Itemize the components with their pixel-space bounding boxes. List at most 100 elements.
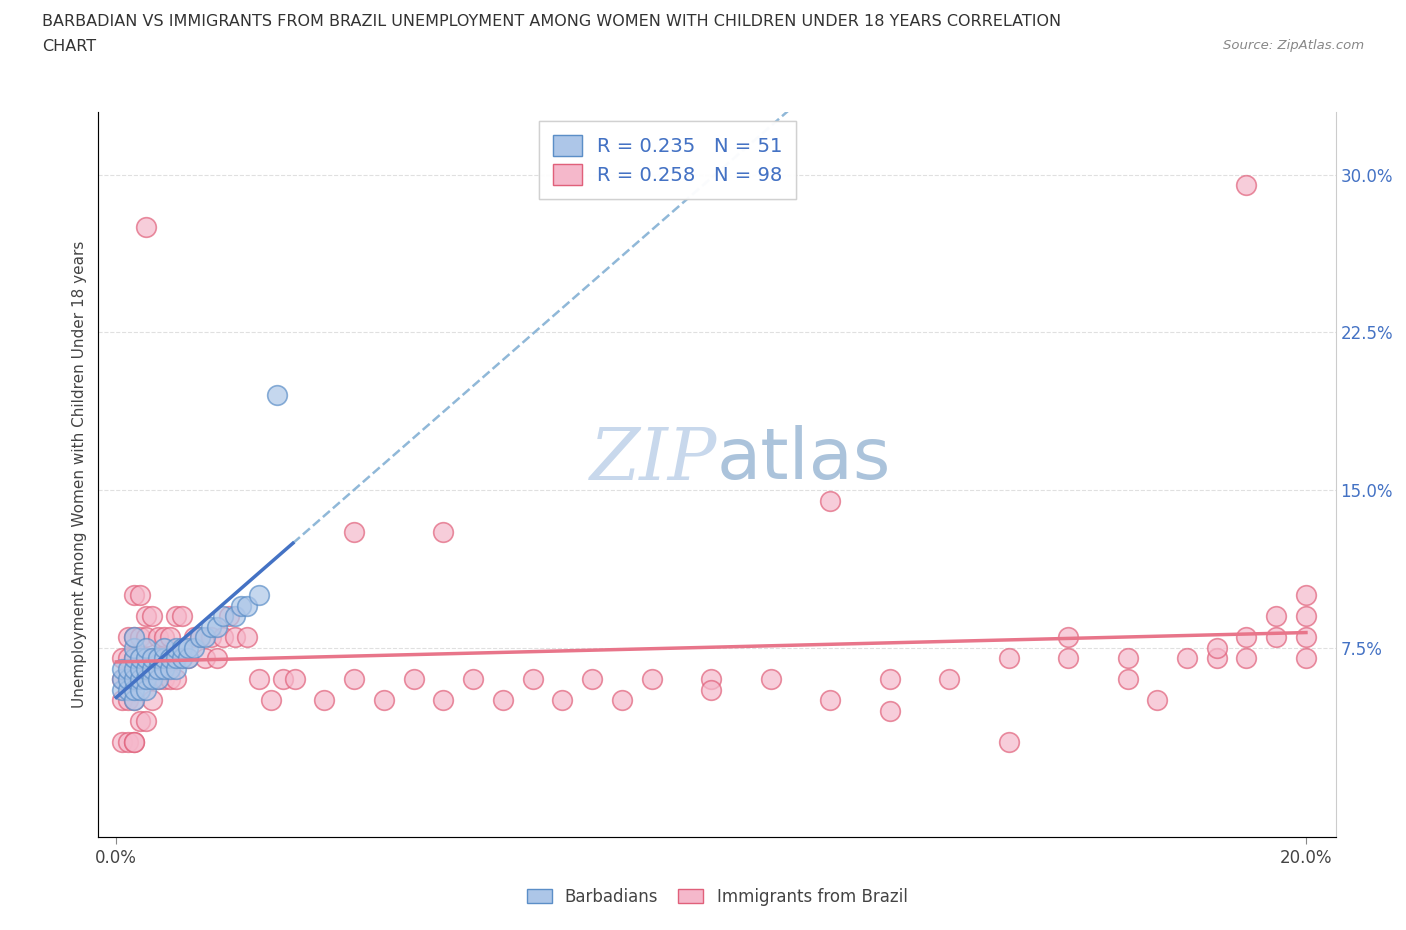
Point (165, 651, 187, 666)
Point (200, 619, 222, 634)
Point (111, 693, 134, 708)
Point (146, 671, 169, 686)
Point (135, 671, 157, 686)
Point (176, 651, 198, 666)
Point (818, 693, 841, 708)
Point (212, 609, 235, 624)
Point (122, 735, 145, 750)
Point (141, 651, 163, 666)
Point (271, 671, 294, 686)
Point (117, 735, 139, 750)
Point (159, 651, 181, 666)
Point (1057, 630, 1080, 644)
Text: atlas: atlas (717, 425, 891, 494)
Point (700, 671, 723, 686)
Point (111, 683, 134, 698)
Point (146, 630, 169, 644)
Point (122, 693, 145, 708)
Point (432, 525, 454, 539)
Point (135, 630, 157, 644)
Point (122, 630, 145, 644)
Point (176, 641, 198, 656)
Point (135, 661, 157, 676)
Point (207, 619, 229, 634)
Point (135, 609, 157, 624)
Point (117, 671, 139, 686)
Point (402, 671, 425, 686)
Point (165, 661, 187, 676)
Point (146, 651, 169, 666)
Point (759, 671, 782, 686)
Point (129, 714, 152, 729)
Point (224, 609, 246, 624)
Point (111, 671, 134, 686)
Point (141, 651, 163, 666)
Point (122, 735, 145, 750)
Point (170, 651, 193, 666)
Point (165, 671, 187, 686)
Point (1265, 609, 1288, 624)
Point (218, 609, 240, 624)
Point (997, 651, 1019, 666)
Point (117, 651, 139, 666)
Point (122, 651, 145, 666)
Point (129, 651, 152, 666)
Point (1116, 651, 1139, 666)
Point (183, 641, 205, 656)
Point (236, 598, 259, 613)
Point (997, 735, 1019, 750)
Point (165, 609, 187, 624)
Text: Source: ZipAtlas.com: Source: ZipAtlas.com (1223, 39, 1364, 52)
Point (135, 219, 157, 234)
Point (1146, 693, 1168, 708)
Point (183, 630, 205, 644)
Point (207, 651, 229, 666)
Point (170, 651, 193, 666)
Point (159, 630, 181, 644)
Point (153, 630, 176, 644)
Point (610, 693, 633, 708)
Point (111, 671, 134, 686)
Point (1295, 588, 1317, 603)
Point (492, 693, 515, 708)
Point (194, 651, 217, 666)
Text: CHART: CHART (42, 39, 96, 54)
Point (146, 671, 169, 686)
Point (122, 671, 145, 686)
Point (188, 630, 211, 644)
Point (117, 683, 139, 698)
Point (194, 630, 217, 644)
Point (463, 671, 485, 686)
Point (1116, 671, 1139, 686)
Point (170, 641, 193, 656)
Point (373, 693, 395, 708)
Point (129, 588, 152, 603)
Point (343, 671, 366, 686)
Point (141, 671, 163, 686)
Point (247, 671, 270, 686)
Legend: Barbadians, Immigrants from Brazil: Barbadians, Immigrants from Brazil (520, 881, 914, 912)
Point (1236, 651, 1258, 666)
Point (236, 630, 259, 644)
Point (153, 671, 176, 686)
Point (170, 609, 193, 624)
Point (141, 609, 163, 624)
Point (159, 671, 181, 686)
Point (129, 630, 152, 644)
Point (1205, 641, 1227, 656)
Point (231, 598, 253, 613)
Legend: R = 0.235   N = 51, R = 0.258   N = 98: R = 0.235 N = 51, R = 0.258 N = 98 (538, 121, 796, 199)
Point (135, 641, 157, 656)
Point (1175, 651, 1198, 666)
Point (284, 671, 307, 686)
Point (117, 671, 139, 686)
Point (135, 683, 157, 698)
Point (129, 661, 152, 676)
Point (260, 693, 283, 708)
Point (432, 693, 454, 708)
Point (122, 683, 145, 698)
Point (129, 683, 152, 698)
Point (141, 693, 163, 708)
Text: BARBADIAN VS IMMIGRANTS FROM BRAZIL UNEMPLOYMENT AMONG WOMEN WITH CHILDREN UNDER: BARBADIAN VS IMMIGRANTS FROM BRAZIL UNEM… (42, 14, 1062, 29)
Point (122, 693, 145, 708)
